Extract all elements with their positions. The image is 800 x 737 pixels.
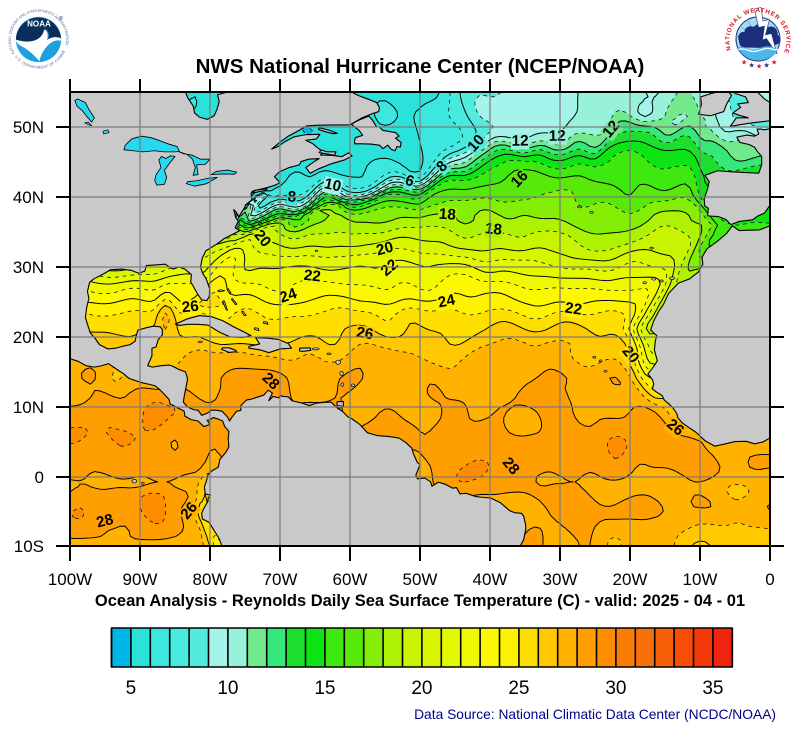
svg-text:24: 24 [436,291,457,311]
svg-text:26: 26 [177,499,201,523]
svg-text:12: 12 [599,117,623,141]
svg-text:★: ★ [771,59,777,67]
svg-text:★: ★ [741,59,747,67]
svg-text:18: 18 [438,206,457,224]
svg-text:10: 10 [217,678,238,699]
svg-text:25: 25 [508,678,529,699]
svg-text:NOAA: NOAA [27,20,51,29]
svg-text:®: ® [59,15,63,22]
svg-text:22: 22 [303,267,322,286]
svg-text:12: 12 [549,128,566,145]
svg-text:12: 12 [512,133,529,150]
svg-text:22: 22 [564,299,583,318]
svg-text:20: 20 [250,227,274,251]
svg-text:★: ★ [749,62,755,70]
svg-text:35: 35 [702,678,723,699]
svg-text:18: 18 [484,220,503,239]
svg-text:5: 5 [126,678,137,699]
svg-text:10: 10 [322,175,342,195]
svg-text:26: 26 [355,324,374,343]
svg-text:28: 28 [95,511,116,532]
svg-text:★: ★ [756,63,762,71]
svg-text:15: 15 [314,678,335,699]
svg-text:26: 26 [181,298,200,317]
svg-text:★: ★ [764,62,770,70]
svg-text:20: 20 [374,239,395,260]
svg-text:10: 10 [464,131,488,155]
svg-text:22: 22 [378,256,402,280]
svg-text:30: 30 [605,678,626,699]
svg-text:20: 20 [411,678,432,699]
svg-text:24: 24 [277,285,299,307]
